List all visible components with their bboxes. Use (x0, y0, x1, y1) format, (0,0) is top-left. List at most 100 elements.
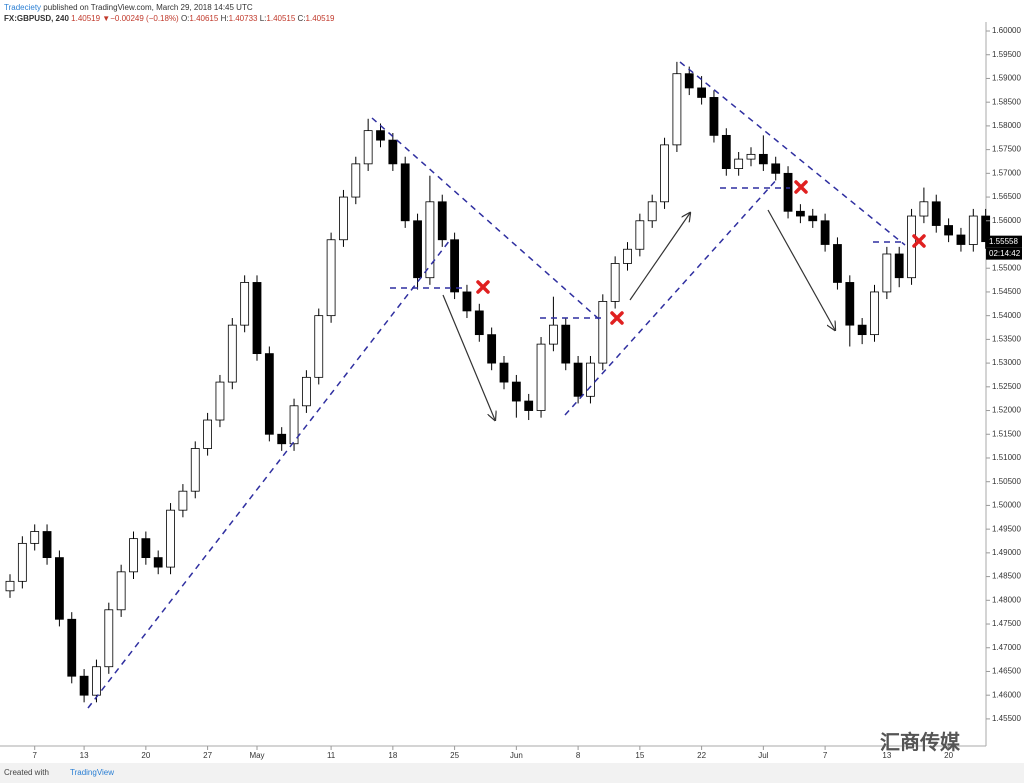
countdown: 02:14:42 (989, 249, 1021, 258)
candle-body (820, 220, 830, 245)
candle-body (413, 220, 422, 279)
candle-body (845, 282, 855, 326)
y-tick-label: 1.56000 (992, 216, 1021, 225)
candle-body (55, 557, 64, 620)
candle-body (796, 210, 805, 217)
candle-body (647, 201, 657, 222)
candle-body (178, 490, 188, 511)
x-tick-label: 20 (944, 751, 953, 760)
y-tick-label: 1.45500 (992, 714, 1021, 723)
x-tick-label: 8 (576, 751, 581, 760)
candle-body (17, 542, 27, 582)
y-tick-label: 1.47500 (992, 619, 1021, 628)
candle-body (721, 134, 731, 169)
y-tick-label: 1.46500 (992, 667, 1021, 676)
x-tick-label: 7 (823, 751, 828, 760)
candle-body (277, 433, 287, 445)
ohlc-k: O: (180, 14, 190, 23)
x-tick-label: 13 (80, 751, 89, 760)
candle-body (524, 400, 534, 411)
ohlc-v: 1.40733 (228, 14, 258, 23)
candle-body (758, 153, 768, 165)
candle-body (227, 324, 237, 383)
header-line-2: FX:GBPUSD, 240 1.40519 ▼−0.00249 (−0.18%… (4, 13, 334, 24)
candle-body (190, 448, 200, 492)
y-tick-label: 1.60000 (992, 26, 1021, 35)
candle-body (425, 201, 435, 279)
ohlc-v: 1.40615 (189, 14, 219, 23)
candle-body (116, 571, 126, 611)
candle-body (437, 201, 447, 241)
chart: 1.45500 1.46000 1.46500 1.47000 1.47500 1.480… (0, 22, 1022, 760)
candle-body (92, 666, 101, 696)
candle-body (42, 531, 52, 559)
candle-body (536, 343, 546, 411)
symbol: FX:GBPUSD, 240 (4, 14, 69, 23)
candle-body (598, 301, 608, 364)
candle-body (549, 324, 558, 345)
candle-body (746, 153, 756, 160)
candle-body (450, 239, 460, 293)
x-tick-label: 11 (327, 751, 336, 760)
y-tick-label: 1.57500 (992, 145, 1021, 154)
author[interactable]: Tradeciety (4, 3, 42, 12)
candle-body (968, 215, 978, 245)
candle-body (301, 376, 311, 407)
candle-body (511, 381, 521, 402)
candle-body (919, 201, 929, 217)
y-tick-label: 1.54000 (992, 311, 1021, 320)
candle-body (264, 353, 274, 435)
footer: Created with TradingView (0, 763, 1024, 783)
candle-body (326, 239, 336, 317)
candle-body (709, 97, 719, 136)
candle-body (474, 310, 484, 336)
candle-body (684, 73, 694, 89)
x-marks (476, 180, 926, 325)
candle-body (697, 87, 706, 98)
trendline (564, 177, 779, 416)
candle-body (833, 244, 842, 283)
candle-body (586, 362, 595, 397)
candle-body (400, 163, 410, 222)
candle-body (129, 538, 138, 573)
candle-body (561, 324, 571, 364)
y-tick-label: 1.51500 (992, 429, 1021, 438)
candle-body (67, 618, 77, 677)
x-tick-label: 15 (635, 751, 644, 760)
candle-body (944, 225, 953, 236)
x-mark (794, 180, 808, 194)
y-tick-label: 1.48000 (992, 595, 1021, 604)
candle-body (104, 609, 114, 668)
x-tick-label: May (249, 751, 264, 760)
created: Created with (4, 768, 49, 777)
x-mark (912, 234, 926, 248)
x-mark (476, 280, 490, 294)
candle-body (141, 538, 151, 559)
candles (5, 61, 991, 703)
y-tick-label: 1.52500 (992, 382, 1021, 391)
y-tick-label: 1.50500 (992, 477, 1021, 486)
arrow: ▼ (102, 14, 111, 23)
candle-body (610, 263, 620, 302)
arrow (629, 213, 690, 301)
candle-body (363, 130, 373, 165)
candle-body (499, 362, 509, 383)
x-mark (610, 311, 624, 325)
candle-body (894, 253, 904, 279)
brand[interactable]: TradingView (70, 768, 115, 777)
arrows (442, 209, 835, 420)
candle-body (30, 531, 40, 544)
y-tick-label: 1.55000 (992, 263, 1021, 272)
candle-body (215, 381, 225, 421)
countdown-tag (986, 247, 1022, 260)
candle-body (462, 291, 472, 312)
candle-body (771, 163, 781, 174)
x-tick-label: 22 (697, 751, 706, 760)
candle-body (252, 282, 262, 355)
trendline (87, 239, 451, 709)
trendlines (87, 61, 906, 709)
x-tick-label: Jun (510, 751, 523, 760)
last: 1.40519 (71, 14, 101, 23)
candle-body (660, 144, 669, 203)
x-tick-label: 20 (141, 751, 150, 760)
